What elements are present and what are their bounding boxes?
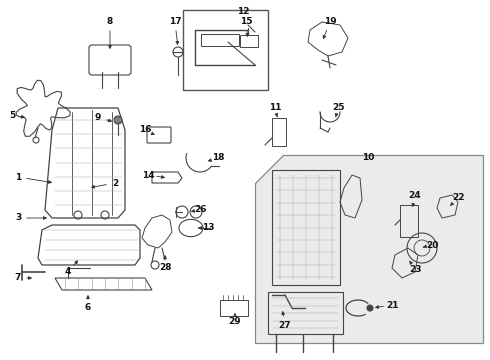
Text: 25: 25 <box>332 104 344 112</box>
Text: 13: 13 <box>202 224 214 233</box>
Bar <box>268 292 343 334</box>
Text: 1: 1 <box>15 172 21 181</box>
Text: 9: 9 <box>95 113 101 122</box>
Text: 7: 7 <box>15 274 21 283</box>
Bar <box>183 10 268 90</box>
Circle shape <box>367 305 373 311</box>
Text: 15: 15 <box>240 18 252 27</box>
Text: 29: 29 <box>229 318 241 327</box>
Text: 28: 28 <box>159 264 171 273</box>
Bar <box>201 34 239 46</box>
Bar <box>272 118 286 146</box>
Bar <box>400 205 418 237</box>
Text: 11: 11 <box>269 104 281 112</box>
Text: 21: 21 <box>386 301 398 310</box>
Text: 12: 12 <box>237 8 249 17</box>
Text: 5: 5 <box>9 111 15 120</box>
Bar <box>240 35 258 47</box>
Polygon shape <box>255 155 483 343</box>
Text: 23: 23 <box>409 266 421 274</box>
Text: 26: 26 <box>194 206 206 215</box>
Text: 20: 20 <box>426 240 438 249</box>
Text: 17: 17 <box>169 18 181 27</box>
Text: 16: 16 <box>139 126 151 135</box>
Text: 2: 2 <box>112 179 118 188</box>
Text: 10: 10 <box>362 153 374 162</box>
Text: 8: 8 <box>107 18 113 27</box>
Text: 4: 4 <box>65 267 71 276</box>
Text: 3: 3 <box>15 213 21 222</box>
Bar <box>272 170 340 285</box>
Circle shape <box>114 116 122 124</box>
Text: 18: 18 <box>212 153 224 162</box>
Text: 19: 19 <box>324 18 336 27</box>
Text: 6: 6 <box>85 303 91 312</box>
Text: 27: 27 <box>279 320 292 329</box>
Text: 24: 24 <box>409 190 421 199</box>
Bar <box>220 300 248 316</box>
Text: 22: 22 <box>452 194 464 202</box>
Text: 14: 14 <box>142 171 154 180</box>
